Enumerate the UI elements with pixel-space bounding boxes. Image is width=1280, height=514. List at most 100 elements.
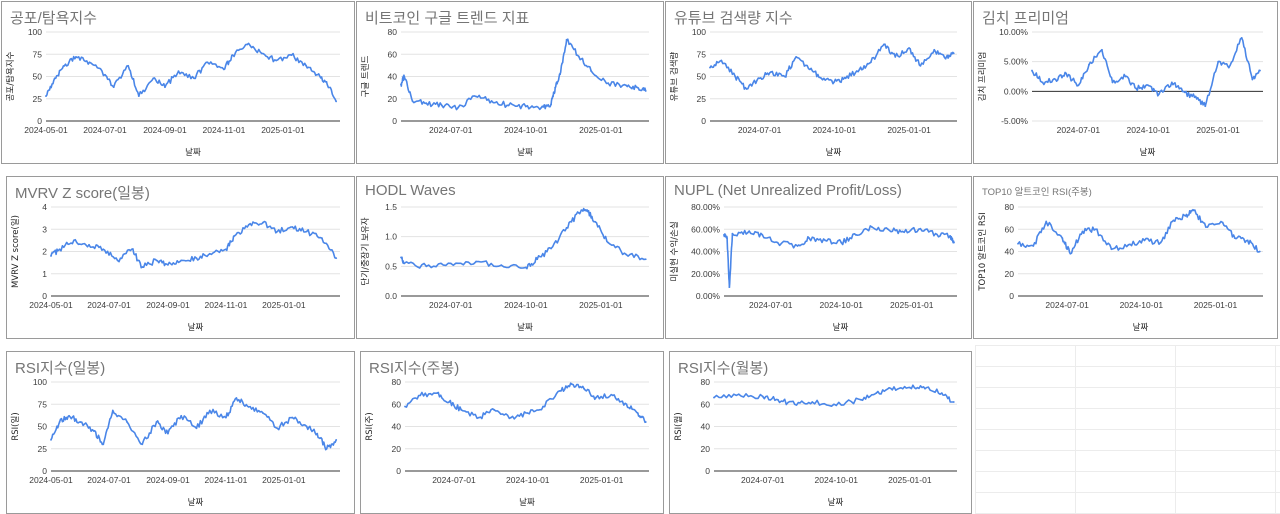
data-point [425,265,428,268]
data-point [1031,69,1033,72]
x-tick-label: 2025-01-01 [262,300,306,310]
data-point [953,241,955,244]
chart-panel[interactable]: 0.0 0.5 1.0 1.5 2024-07-01 2024-10-01 2025-01-… [356,176,664,339]
y-tick-label: 40.00% [691,247,720,257]
chart-panel[interactable]: 0 25 50 75 100 2024-05-01 2024-07-01 2024-09-01… [1,1,355,164]
y-tick-label: 75 [697,49,707,59]
data-point [1259,69,1261,72]
data-point [737,393,740,396]
data-point [436,392,439,395]
series-line [404,382,647,424]
chart-panel[interactable]: 0.00% 20.00% 40.00% 60.00% 80.00% 2024-07-01 2… [665,176,972,339]
x-tick-label: 2024-05-01 [24,125,68,135]
data-point [111,409,114,412]
x-tick-label: 2025-01-01 [579,125,623,135]
data-point [607,241,610,244]
y-tick-label: 40 [392,422,402,432]
chart-panel[interactable]: 0 20 40 60 80 2024-07-01 2024-10-01 2025-01-01 날… [669,351,972,514]
x-tick-label: 2024-05-01 [29,475,73,485]
data-point [550,247,553,250]
data-point [1143,239,1146,242]
y-tick-label: 4 [42,202,47,212]
data-point [141,443,144,446]
data-point [1193,96,1196,99]
y-tick-label: 20 [388,94,398,104]
data-point [583,387,585,390]
spreadsheet-cells [975,345,1280,514]
chart-title: 비트코인 구글 트렌드 지표 [365,10,530,27]
chart-title: 유튜브 검색량 지수 [674,10,793,27]
data-point [206,61,209,64]
data-point [411,100,414,102]
data-point [933,48,936,51]
data-point [195,427,198,430]
data-point [869,61,872,64]
x-axis-label: 날짜 [188,322,204,333]
data-point [53,77,56,80]
x-tick-label: 2024-07-01 [738,125,782,135]
data-point [586,209,588,211]
data-point [1094,228,1097,231]
data-point [761,233,764,236]
data-point [746,231,749,234]
data-point [58,421,61,423]
chart-panel[interactable]: 0 20 40 60 80 2024-07-01 2024-10-01 2025-01-01 날… [973,176,1278,339]
data-point [720,59,723,62]
data-point [126,421,128,423]
x-tick-label: 2025-01-01 [580,475,624,485]
x-tick-label: 2024-07-01 [741,475,785,485]
x-axis-label: 날짜 [833,322,849,333]
x-tick-label: 2024-10-01 [1127,125,1171,135]
data-point [500,264,503,267]
data-point [590,70,592,72]
series-line [713,384,954,407]
y-tick-label: 80 [701,377,711,387]
chart-title: MVRV Z score(일봉) [15,185,150,202]
data-point [404,405,406,408]
chart-title: HODL Waves [365,182,456,199]
y-tick-label: 60 [388,49,398,59]
data-point [50,255,52,257]
data-point [275,59,278,62]
y-tick-label: 100 [692,27,706,37]
data-point [559,73,561,76]
data-point [315,73,318,76]
data-point [425,102,428,105]
x-tick-label: 2025-01-01 [262,475,306,485]
chart-panel[interactable]: 0 25 50 75 100 2024-05-01 2024-07-01 2024-09-01… [6,351,355,514]
data-point [305,64,308,67]
y-tick-label: 0.00% [1004,86,1029,96]
x-tick-label: 2024-09-01 [146,475,190,485]
x-axis-label: 날짜 [828,497,844,508]
data-point [1233,237,1236,240]
y-tick-label: 0.00% [696,291,721,301]
y-tick-label: 0 [705,466,710,476]
chart-panel[interactable]: 0 1 2 3 4 2024-05-01 2024-07-01 2024-09-01 2024-… [6,176,355,339]
y-axis-label: TOP10 알트코인 RSI [977,212,988,291]
data-point [919,64,922,67]
data-point [550,103,553,106]
data-point [595,396,597,399]
data-point [1077,84,1080,87]
data-point [1032,245,1035,247]
y-tick-label: 3 [42,224,47,234]
data-point [1081,230,1084,233]
data-point [493,408,495,411]
chart-title: 김치 프리미엄 [982,10,1069,27]
chart-panel[interactable]: 0 25 50 75 100 2024-07-01 2024-10-01 2025-01-01… [665,1,972,164]
chart-svg: 0 25 50 75 100 2024-07-01 2024-10-01 2025-01-01… [669,27,957,158]
data-point [260,52,263,55]
y-tick-label: 50 [33,72,43,82]
chart-panel[interactable]: 0 20 40 60 80 2024-07-01 2024-10-01 2025-01-01 날… [360,351,664,514]
chart-panel[interactable]: -5.00% 0.00% 5.00% 10.00% 2024-07-01 2024-10-… [973,1,1278,164]
y-tick-label: 0 [701,116,706,126]
data-point [180,414,183,417]
x-tick-label: 2024-10-01 [1120,300,1164,310]
data-point [908,386,911,389]
data-point [795,56,798,58]
data-point [1088,63,1090,66]
chart-panel[interactable]: 0 20 40 60 80 2024-07-01 2024-10-01 2025-01-01 날… [356,1,664,164]
x-axis-label: 날짜 [1140,147,1156,158]
data-point [565,38,568,41]
chart-svg: 0 20 40 60 80 2024-07-01 2024-10-01 2025-01-01 날… [365,377,649,508]
